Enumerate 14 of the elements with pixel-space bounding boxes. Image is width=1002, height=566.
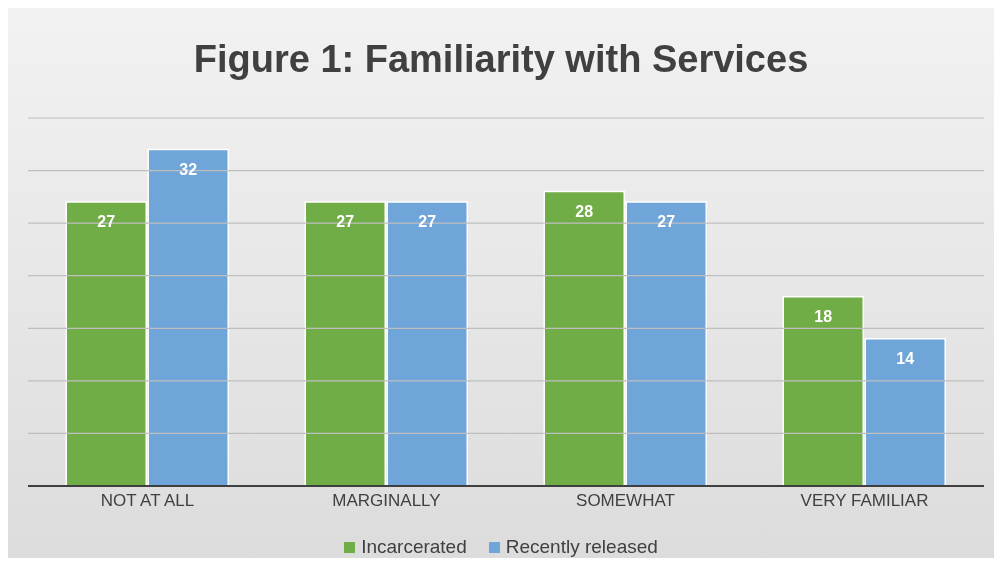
data-label: 28 [575,202,594,220]
text: Recently released [505,536,658,558]
data-label: 27 [657,213,676,231]
x-tick-label: MARGINALLY [332,491,441,511]
data-label: 27 [418,213,437,231]
x-tick-label: NOT AT ALL [100,491,195,511]
data-label: 14 [896,350,915,368]
data-label: 27 [97,213,116,231]
data-label: 27 [336,213,355,231]
chart-title: Figure 1: Familiarity with Services [192,37,810,82]
x-tick-label: VERY FAMILIAR [800,491,929,511]
x-tick-label: SOMEWHAT [576,491,675,511]
legend-label: Incarcerated [361,536,467,558]
data-label: 18 [814,308,833,326]
